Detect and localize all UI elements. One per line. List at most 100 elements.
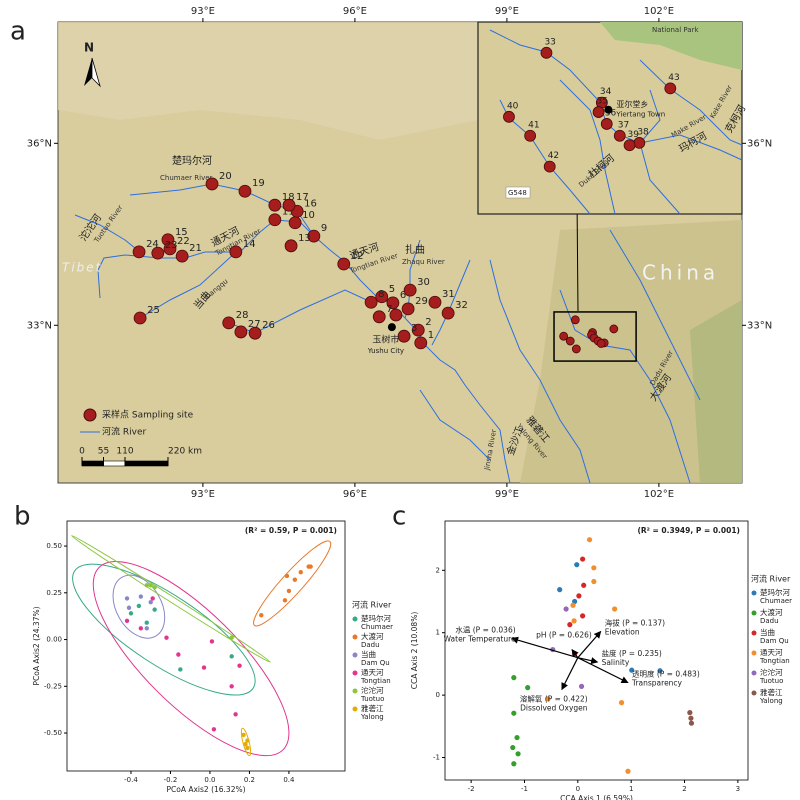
site-label: 11: [282, 207, 295, 218]
point: [152, 607, 157, 612]
road-sign: [505, 186, 531, 199]
x-tick-label: -0.4: [124, 776, 138, 784]
confidence-ellipse: [71, 535, 271, 663]
y-tick-label: 33°N: [747, 320, 772, 331]
site-label: 13: [298, 233, 311, 244]
legend-label: Tuotuo: [360, 695, 384, 703]
point: [688, 720, 695, 726]
inset-extent: [553, 311, 637, 362]
site-label: 23: [165, 240, 178, 251]
point: [581, 582, 587, 588]
site-label: 5: [389, 284, 395, 295]
map-label: 楚玛尔河: [172, 154, 212, 167]
arrow-label: 海拔 (P = 0.137): [605, 617, 665, 627]
point: [629, 667, 635, 673]
point: [625, 768, 631, 774]
legend-label: 楚玛尔河: [361, 613, 391, 623]
point: [136, 603, 142, 609]
site-label: 6: [400, 290, 406, 301]
site-label: 17: [296, 192, 309, 203]
sampling-site: [132, 245, 146, 259]
sampling-site: [151, 246, 165, 260]
river: [74, 214, 141, 253]
point: [144, 620, 149, 625]
point: [591, 578, 597, 585]
legend-marker: [751, 670, 757, 676]
sampling-site: [414, 336, 428, 350]
scale-label: 110: [116, 447, 133, 457]
arrow-label: Salinity: [602, 658, 630, 667]
sampling-site: [307, 229, 321, 243]
sampling-site: [596, 339, 606, 348]
legend-marker: [352, 670, 358, 676]
point: [233, 712, 238, 717]
point: [229, 654, 234, 659]
site-label: 22: [177, 236, 190, 247]
point: [152, 584, 157, 590]
arrow-label: 水温 (P = 0.036): [455, 624, 515, 634]
sampling-site: [337, 257, 351, 271]
point: [514, 734, 520, 741]
x-tick-label: 99°E: [495, 489, 519, 500]
point: [124, 618, 130, 624]
legend-marker: [751, 690, 757, 696]
sampling-site: [248, 326, 262, 340]
site-label: 1: [428, 330, 434, 341]
site-label: 41: [528, 120, 539, 130]
arrow-label: Elevation: [605, 627, 640, 636]
sampling-site: [503, 110, 515, 123]
point: [511, 710, 517, 716]
x-tick-label: 2: [682, 785, 686, 793]
scale-segment: [103, 460, 126, 467]
map-label: 扎曲: [405, 243, 425, 256]
x-tick-label: 102°E: [644, 6, 674, 17]
point: [567, 622, 573, 628]
legend-label: Tuotuo: [759, 677, 783, 685]
site-label: 27: [248, 319, 261, 330]
y-tick-label: -1: [433, 754, 440, 762]
site-label: 7: [386, 304, 392, 315]
site-label: 33: [544, 37, 555, 47]
point: [515, 751, 521, 757]
point: [586, 537, 593, 543]
sampling-site: [428, 295, 442, 309]
site-label: 37: [618, 120, 629, 130]
place-marker: [387, 323, 396, 332]
legend-label: Dadu: [760, 617, 779, 625]
scale-label: 220 km: [168, 447, 202, 457]
legend-label: Yalong: [360, 713, 384, 721]
sampling-site: [441, 306, 455, 320]
point: [138, 626, 144, 631]
map-label: Zhaqu River: [402, 258, 445, 266]
point: [570, 602, 576, 608]
point: [241, 732, 246, 738]
site-label: 31: [442, 289, 455, 300]
map-label: Tibet: [62, 261, 102, 275]
point: [229, 684, 234, 689]
site-label: 19: [252, 178, 265, 189]
x-tick-label: 96°E: [343, 6, 367, 17]
sampling-site: [372, 310, 386, 324]
scale-label: 0: [79, 447, 85, 457]
sampling-site: [623, 139, 636, 152]
sampling-site: [375, 290, 389, 304]
charts: b -0.4 -0.2 0.0 0.2 0.4 -0.50 -0.25 0.00 0.25 0.50…: [14, 502, 792, 800]
point: [144, 626, 149, 631]
point: [259, 613, 264, 618]
sampling-site: [524, 129, 537, 142]
sampling-site: [570, 315, 580, 325]
x-tick-label: 93°E: [191, 489, 215, 500]
x-tick-label: 102°E: [644, 489, 674, 500]
env-arrow: [577, 630, 602, 659]
sampling-site: [205, 177, 219, 191]
legend-label: Yalong: [759, 697, 783, 705]
x-tick-label: 99°E: [495, 6, 519, 17]
y-tick-label: 2: [436, 566, 440, 574]
point: [576, 593, 582, 599]
legend-label: Dadu: [361, 641, 380, 649]
place-label: Yiertang Town: [615, 111, 665, 119]
legend-label: 雅砻江: [760, 687, 783, 697]
point: [687, 709, 693, 716]
env-arrow: [577, 657, 629, 684]
